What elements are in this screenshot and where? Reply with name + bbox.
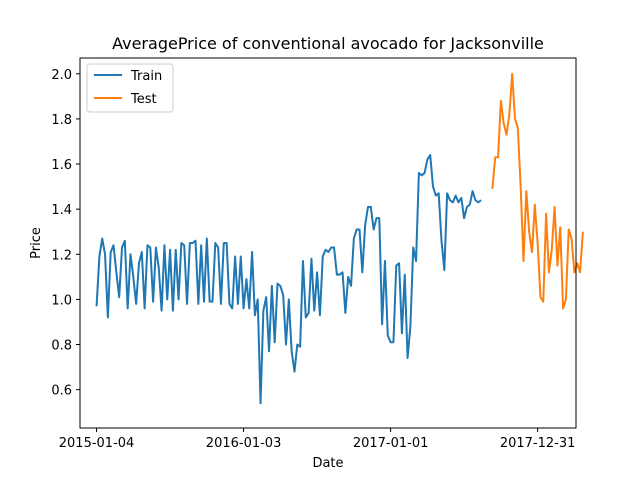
y-tick-label: 1.8: [51, 113, 72, 128]
plot-area: [95, 72, 584, 405]
x-tick-label: 2016-01-03: [206, 436, 282, 451]
y-tick-label: 1.6: [51, 158, 72, 173]
y-tick-label: 0.8: [51, 339, 72, 354]
plot-frame: [79, 57, 577, 429]
legend: Train Test: [86, 63, 174, 113]
x-axis-label: Date: [312, 456, 343, 471]
x-tick-label: 2017-01-01: [353, 436, 429, 451]
y-tick-label: 2.0: [51, 68, 72, 83]
legend-label-train: Train: [130, 69, 162, 84]
y-tick-label: 0.6: [51, 384, 72, 399]
y-tick-label: 1.0: [51, 293, 72, 308]
x-axis: 2015-01-04 2016-01-03 2017-01-01 2017-12-31: [59, 428, 576, 451]
chart-title: AveragePrice of conventional avocado for…: [112, 34, 544, 53]
y-tick-label: 1.4: [51, 203, 72, 218]
x-tick-label: 2015-01-04: [59, 436, 135, 451]
series-line-train: [95, 154, 482, 405]
y-tick-label: 1.2: [51, 248, 72, 263]
x-tick-label: 2017-12-31: [500, 436, 576, 451]
y-axis: 0.6 0.8 1.0 1.2 1.4 1.6 1.8 2.0: [51, 68, 80, 399]
series-line-test: [491, 72, 584, 310]
legend-label-test: Test: [130, 92, 157, 107]
y-axis-label: Price: [29, 227, 44, 259]
